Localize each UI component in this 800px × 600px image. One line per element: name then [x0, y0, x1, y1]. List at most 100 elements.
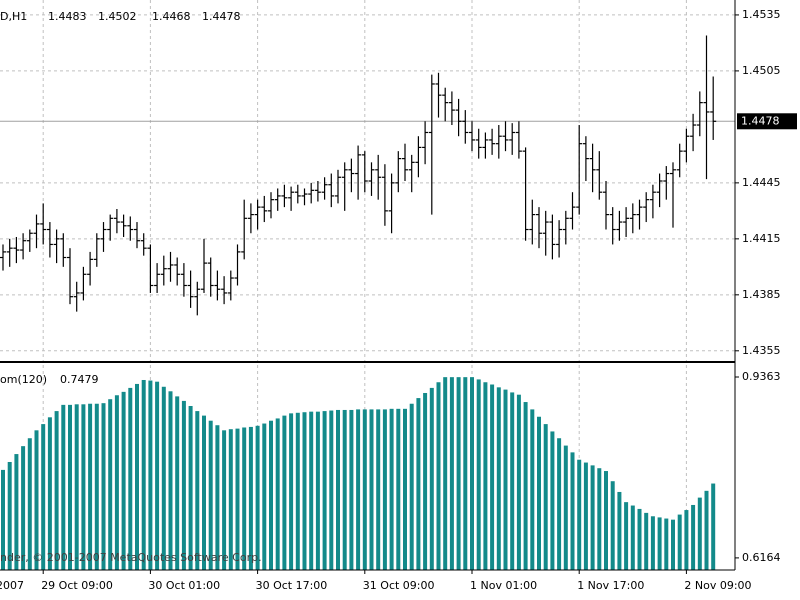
price-bar [113, 208, 120, 234]
price-bar [0, 244, 6, 271]
price-bar [221, 276, 228, 305]
price-bar [616, 210, 623, 241]
price-bar [402, 143, 408, 181]
price-bar [241, 199, 248, 260]
price-bar [321, 177, 328, 200]
indicator-bar [302, 412, 307, 570]
indicator-bar [590, 465, 595, 570]
indicator-bar [195, 411, 200, 570]
price-bar [462, 110, 469, 144]
price-bar [536, 207, 542, 249]
indicator-bar [14, 454, 19, 570]
price-bar [582, 136, 589, 181]
indicator-bar [409, 403, 414, 570]
indicator-bar [503, 389, 508, 570]
indicator-bar [697, 497, 702, 570]
x-tick-label: 1 Nov 01:00 [470, 579, 537, 592]
y-tick-label: 1.4445 [742, 176, 781, 189]
indicator-bar [650, 516, 655, 570]
indicator-bar [691, 504, 696, 570]
indicator-bar [389, 408, 394, 570]
indicator-bar [637, 508, 642, 570]
price-bar [603, 181, 609, 230]
price-bar [73, 281, 80, 312]
indicator-bar [181, 400, 186, 570]
indicator-bar [604, 471, 608, 570]
copyright: nder, © 2001-2007 MetaQuotes Software Co… [0, 551, 262, 564]
indicator-bar [215, 425, 220, 570]
indicator-bar [81, 404, 86, 570]
x-tick-label: 1 Nov 17:00 [577, 579, 644, 592]
price-bar [247, 203, 254, 234]
y-tick-label: 1.4505 [742, 64, 781, 77]
x-tick-label: 2007 [0, 579, 24, 592]
price-bar [207, 257, 214, 297]
indicator-bar [530, 409, 535, 570]
indicator-bar [289, 413, 294, 570]
price-bar [154, 263, 161, 293]
price-bar [683, 128, 690, 163]
price-bar [33, 214, 40, 249]
indicator-bar [610, 481, 615, 570]
indicator-bar [617, 491, 622, 570]
price-bar [663, 166, 670, 200]
price-bar [187, 270, 194, 308]
price-bar [341, 162, 348, 211]
indicator-bar [222, 430, 227, 570]
indicator-bar [1, 469, 5, 570]
price-bar [696, 91, 703, 137]
price-bar [375, 154, 382, 200]
indicator-bar [34, 430, 39, 570]
y-tick-label: 1.4355 [742, 344, 781, 357]
price-bar [435, 72, 442, 118]
indicator-bar [175, 396, 180, 570]
indicator-bar [570, 452, 575, 570]
indicator-bar [349, 409, 354, 570]
price-bar [274, 188, 281, 211]
indicator-name: om(120) [0, 373, 47, 386]
indicator-bar [141, 379, 146, 570]
price-bar [20, 233, 27, 260]
indicator-bar [148, 380, 153, 570]
price-bar [147, 244, 154, 293]
indicator-bar [282, 415, 287, 570]
price-bar [40, 203, 47, 245]
indicator-bar [309, 411, 314, 570]
price-bar [174, 257, 181, 286]
indicator-bar [403, 408, 407, 570]
indicator-bar [537, 416, 541, 570]
price-bar [415, 136, 422, 178]
x-tick-label: 29 Oct 09:00 [41, 579, 113, 592]
price-bar [160, 255, 167, 286]
price-bar [482, 132, 489, 159]
price-bar [194, 281, 201, 316]
y-tick-label: 1.4415 [742, 232, 781, 245]
price-bar [509, 123, 516, 155]
price-bar [93, 233, 100, 267]
indicator-bar [583, 462, 588, 570]
indicator-bar [523, 402, 528, 570]
indicator-bar [396, 408, 401, 570]
indicator-bar [255, 425, 260, 570]
price-bar [26, 229, 33, 252]
price-bar [361, 151, 368, 193]
indicator-bar [644, 512, 649, 570]
price-bar [448, 91, 455, 126]
indicator-bar [41, 424, 46, 570]
price-bar [609, 207, 616, 245]
indicator-bar [61, 404, 66, 570]
indicator-bar [597, 468, 602, 570]
indicator-bar [135, 383, 139, 570]
price-bar [549, 214, 556, 260]
indicator-bar [27, 438, 32, 570]
price-bar [314, 181, 321, 202]
indicator-bar [510, 392, 515, 570]
price-bar [455, 98, 462, 137]
price-bar [368, 162, 375, 196]
indicator-bar [295, 412, 300, 570]
price-bar [100, 222, 107, 252]
price-bar [294, 184, 301, 204]
price-bar [670, 162, 676, 228]
indicator-bar [423, 392, 428, 570]
indicator-bar [483, 382, 488, 570]
